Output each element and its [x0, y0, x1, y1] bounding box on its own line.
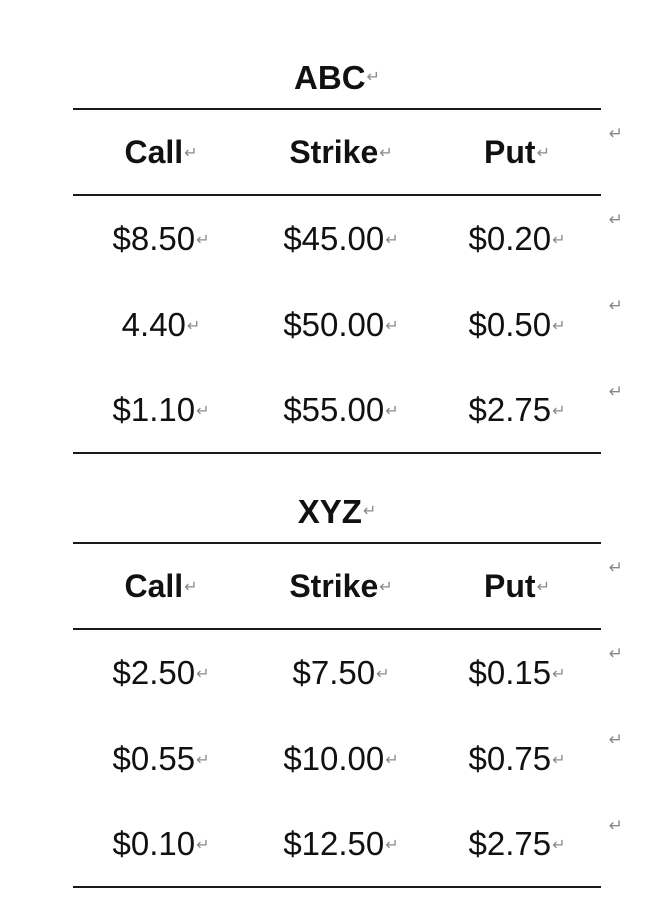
paragraph-mark-icon: ↵	[196, 666, 210, 684]
cell-text: $0.15	[468, 654, 552, 691]
paragraph-mark-icon: ↵	[552, 752, 566, 770]
cell-strike: $7.50↵	[249, 654, 433, 692]
paragraph-mark-icon: ↵	[366, 69, 380, 86]
cell-put: $0.20↵	[433, 220, 601, 258]
options-table-xyz: XYZ ↵ Call↵ Strike↵ Put↵ ↵ $2.50↵ $7.50↵ …	[73, 482, 624, 888]
paragraph-mark-icon: ↵	[385, 318, 399, 336]
cell-put: $0.50↵	[433, 306, 601, 344]
cell-call: $1.10↵	[73, 391, 249, 429]
row-end-mark-icon: ↵	[608, 558, 623, 577]
cell-text: $2.75	[468, 391, 552, 428]
cell-call: $8.50↵	[73, 220, 249, 258]
cell-put: $2.75↵	[433, 825, 601, 863]
paragraph-mark-icon: ↵	[552, 403, 566, 421]
paragraph-mark-icon: ↵	[379, 145, 393, 163]
table-title-text: XYZ	[297, 493, 362, 530]
cell-text: $7.50	[292, 654, 376, 691]
cell-put: $2.75↵	[433, 391, 601, 429]
table-header-row: Call↵ Strike↵ Put↵ ↵	[73, 108, 623, 196]
row-end-mark-icon: ↵	[608, 296, 623, 315]
cell-text: $0.10	[112, 825, 196, 862]
cell-text: $55.00	[283, 391, 385, 428]
paragraph-mark-icon: ↵	[362, 503, 377, 520]
cell-put: $0.15↵	[433, 654, 601, 692]
cell-text: 4.40	[121, 306, 186, 343]
paragraph-mark-icon: ↵	[385, 837, 399, 855]
cell-strike: $10.00↵	[249, 740, 433, 778]
cell-call: $2.50↵	[73, 654, 249, 692]
table-title: XYZ ↵	[73, 482, 601, 542]
header-call: Call↵	[73, 134, 249, 171]
cell-strike: $12.50↵	[249, 825, 433, 863]
paragraph-mark-icon: ↵	[186, 318, 201, 336]
paragraph-mark-icon: ↵	[552, 666, 566, 684]
cell-text: $10.00	[283, 740, 385, 777]
table-row: $8.50↵ $45.00↵ $0.20↵ ↵	[73, 196, 624, 282]
paragraph-mark-icon: ↵	[552, 837, 566, 855]
row-end-mark-icon: ↵	[608, 644, 623, 663]
header-put: Put↵	[433, 134, 601, 171]
cell-text: $2.75	[468, 825, 552, 862]
cell-text: $2.50	[112, 654, 196, 691]
options-table-abc: ABC ↵ Call↵ Strike↵ Put↵ ↵ $8.50↵ $45.00↵…	[73, 48, 624, 454]
paragraph-mark-icon: ↵	[552, 318, 566, 336]
cell-text: $50.00	[283, 306, 385, 343]
cell-strike: $55.00↵	[249, 391, 433, 429]
header-put-text: Put	[484, 133, 536, 170]
cell-text: $0.55	[112, 740, 196, 777]
paragraph-mark-icon: ↵	[184, 145, 198, 163]
header-put: Put↵	[433, 568, 601, 605]
paragraph-mark-icon: ↵	[379, 579, 393, 597]
table-row: $2.50↵ $7.50↵ $0.15↵ ↵	[73, 630, 624, 716]
paragraph-mark-icon: ↵	[376, 666, 390, 684]
paragraph-mark-icon: ↵	[536, 579, 550, 597]
paragraph-mark-icon: ↵	[385, 403, 399, 421]
paragraph-mark-icon: ↵	[196, 232, 210, 250]
table-row: $0.10↵ $12.50↵ $2.75↵ ↵	[73, 802, 623, 888]
cell-text: $8.50	[112, 220, 196, 257]
paragraph-mark-icon: ↵	[196, 403, 210, 421]
cell-call: 4.40↵	[73, 306, 249, 344]
cell-text: $1.10	[112, 391, 196, 428]
cell-call: $0.10↵	[73, 825, 249, 863]
header-call-text: Call	[124, 133, 184, 170]
cell-strike: $50.00↵	[249, 306, 433, 344]
paragraph-mark-icon: ↵	[184, 579, 198, 597]
row-end-mark-icon: ↵	[608, 382, 623, 401]
cell-text: $45.00	[283, 220, 385, 257]
table-title-text: ABC	[294, 59, 366, 96]
cell-call: $0.55↵	[73, 740, 249, 778]
header-put-text: Put	[484, 567, 536, 604]
header-strike: Strike↵	[249, 134, 433, 171]
row-end-mark-icon: ↵	[608, 816, 623, 835]
row-end-mark-icon: ↵	[608, 730, 623, 749]
table-row: $1.10↵ $55.00↵ $2.75↵ ↵	[73, 368, 623, 454]
cell-text: $0.75	[468, 740, 552, 777]
cell-text: $12.50	[283, 825, 385, 862]
table-row: $0.55↵ $10.00↵ $0.75↵ ↵	[73, 716, 624, 802]
table-title: ABC ↵	[73, 48, 601, 108]
cell-text: $0.50	[468, 306, 552, 343]
row-end-mark-icon: ↵	[608, 210, 623, 229]
paragraph-mark-icon: ↵	[196, 752, 210, 770]
cell-text: $0.20	[468, 220, 552, 257]
row-end-mark-icon: ↵	[608, 124, 623, 143]
paragraph-mark-icon: ↵	[536, 145, 550, 163]
header-call: Call↵	[73, 568, 249, 605]
table-header-row: Call↵ Strike↵ Put↵ ↵	[73, 542, 623, 630]
header-strike-text: Strike	[289, 133, 379, 170]
header-strike: Strike↵	[249, 568, 433, 605]
paragraph-mark-icon: ↵	[385, 232, 399, 250]
paragraph-mark-icon: ↵	[196, 837, 210, 855]
table-row: 4.40↵ $50.00↵ $0.50↵ ↵	[73, 282, 623, 368]
cell-put: $0.75↵	[433, 740, 601, 778]
cell-strike: $45.00↵	[249, 220, 433, 258]
header-call-text: Call	[124, 567, 184, 604]
paragraph-mark-icon: ↵	[552, 232, 566, 250]
paragraph-mark-icon: ↵	[385, 752, 399, 770]
header-strike-text: Strike	[289, 567, 379, 604]
